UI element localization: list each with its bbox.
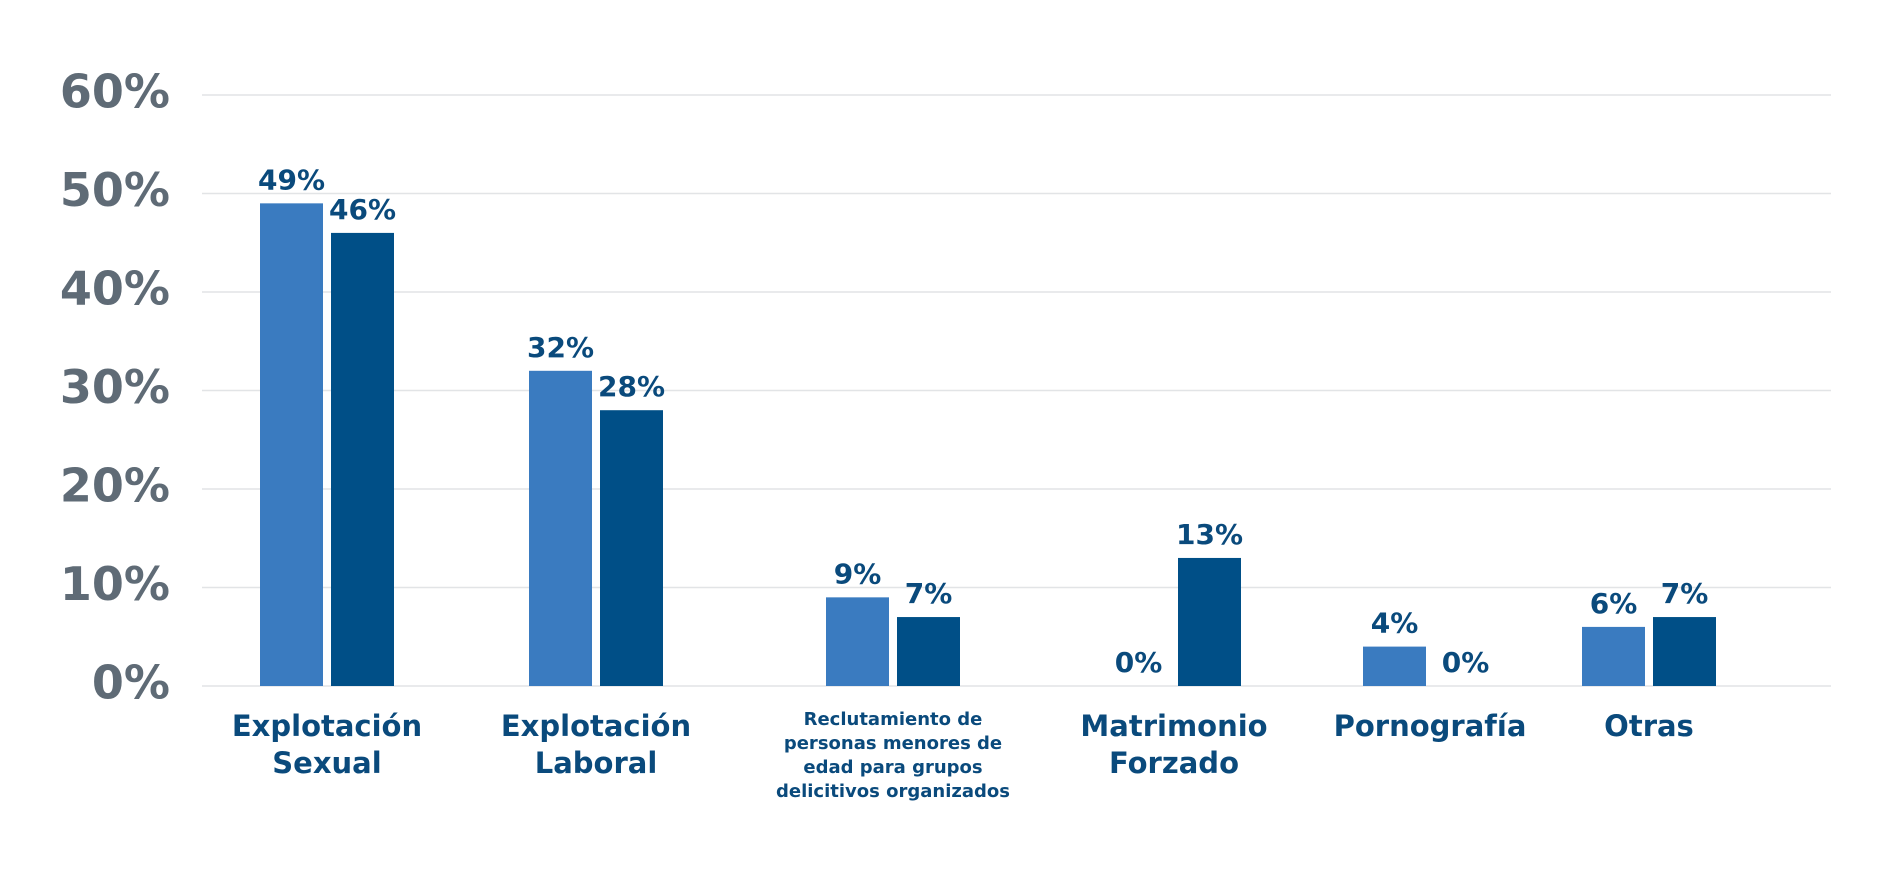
x-tick-label: Matrimonio Forzado xyxy=(1080,709,1268,780)
y-tick-label: 30% xyxy=(60,360,170,414)
bar xyxy=(897,617,960,686)
x-tick-label: Pornografía xyxy=(1333,709,1527,743)
y-tick-label: 50% xyxy=(60,163,170,217)
value-label: 46% xyxy=(329,193,396,226)
bar xyxy=(529,370,592,686)
value-label: 28% xyxy=(598,370,665,403)
value-label: 4% xyxy=(1371,607,1419,640)
value-label: 13% xyxy=(1176,518,1243,551)
value-label: 0% xyxy=(1442,646,1490,679)
y-tick-label: 60% xyxy=(60,65,170,119)
value-label: 6% xyxy=(1590,587,1638,620)
bar xyxy=(826,597,889,686)
bar xyxy=(260,203,323,686)
x-tick-label: Reclutamiento de personas menores de eda… xyxy=(776,709,1010,802)
y-tick-label: 0% xyxy=(92,656,170,710)
value-label: 0% xyxy=(1115,646,1163,679)
y-tick-label: 40% xyxy=(60,262,170,316)
x-tick-label: Explotación Sexual xyxy=(231,709,423,780)
bar xyxy=(331,232,394,686)
value-label: 9% xyxy=(834,557,882,590)
y-tick-label: 20% xyxy=(60,459,170,513)
bar xyxy=(1582,626,1645,686)
value-label: 32% xyxy=(527,331,594,364)
bar xyxy=(1178,557,1241,686)
value-label: 7% xyxy=(905,577,953,610)
bar xyxy=(1653,617,1716,686)
value-label: 49% xyxy=(258,163,325,196)
x-tick-label: Otras xyxy=(1604,709,1694,743)
x-tick-label: Explotación Laboral xyxy=(500,709,692,780)
bar xyxy=(1363,646,1426,686)
value-label: 7% xyxy=(1661,577,1709,610)
bar xyxy=(600,410,663,686)
y-tick-label: 10% xyxy=(60,557,170,611)
